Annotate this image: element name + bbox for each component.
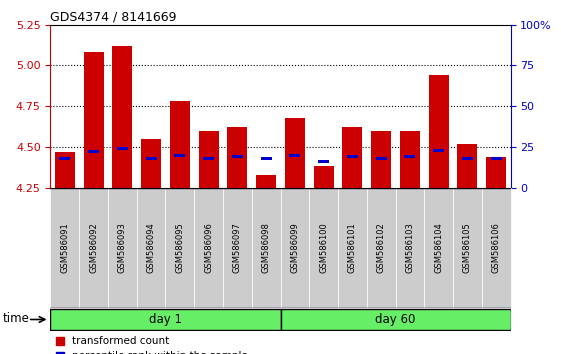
Bar <box>404 155 415 158</box>
Bar <box>199 131 219 188</box>
Bar <box>280 309 511 330</box>
Bar <box>400 131 420 188</box>
Bar <box>79 188 108 308</box>
Bar <box>146 157 157 160</box>
Text: GSM586101: GSM586101 <box>348 222 357 273</box>
Bar <box>256 175 276 188</box>
Bar <box>84 52 104 188</box>
Bar <box>194 188 223 308</box>
Bar <box>108 188 137 308</box>
Bar <box>174 154 185 157</box>
Bar <box>491 157 502 160</box>
Bar <box>289 154 300 157</box>
Bar <box>486 157 506 188</box>
Bar <box>371 131 391 188</box>
Text: GSM586102: GSM586102 <box>376 222 385 273</box>
Bar <box>424 188 453 308</box>
Bar <box>342 127 362 188</box>
Bar <box>232 155 243 158</box>
Bar <box>396 188 424 308</box>
Bar <box>117 147 128 150</box>
Text: GSM586096: GSM586096 <box>204 222 213 273</box>
Bar <box>50 309 280 330</box>
Text: GSM586095: GSM586095 <box>176 222 185 273</box>
Bar <box>318 160 329 163</box>
Text: GSM586094: GSM586094 <box>146 222 155 273</box>
Bar <box>457 144 477 188</box>
Text: GSM586098: GSM586098 <box>261 222 270 273</box>
Bar <box>453 188 482 308</box>
Bar <box>338 188 367 308</box>
Bar <box>376 157 387 160</box>
Bar <box>252 188 280 308</box>
Bar <box>141 139 161 188</box>
Text: GSM586091: GSM586091 <box>61 222 70 273</box>
Bar <box>314 166 334 188</box>
Bar <box>137 188 165 308</box>
Text: day 1: day 1 <box>149 313 182 326</box>
Bar <box>347 155 358 158</box>
Bar <box>261 157 272 160</box>
Bar <box>170 101 190 188</box>
Bar <box>462 157 473 160</box>
Text: GDS4374 / 8141669: GDS4374 / 8141669 <box>50 11 177 24</box>
Bar <box>203 157 214 160</box>
Bar <box>55 152 75 188</box>
Text: GSM586106: GSM586106 <box>491 222 500 273</box>
Bar <box>309 188 338 308</box>
Bar <box>59 157 70 160</box>
Bar <box>223 188 252 308</box>
Text: GSM586092: GSM586092 <box>89 222 98 273</box>
Text: GSM586099: GSM586099 <box>291 222 300 273</box>
Bar <box>433 149 444 152</box>
Legend: transformed count, percentile rank within the sample: transformed count, percentile rank withi… <box>56 336 248 354</box>
Bar <box>88 150 99 153</box>
Bar <box>112 46 132 188</box>
Bar <box>50 188 79 308</box>
Bar <box>280 188 309 308</box>
Text: day 60: day 60 <box>375 313 416 326</box>
Bar <box>165 188 194 308</box>
Bar <box>482 188 511 308</box>
Bar <box>367 188 396 308</box>
Text: GSM586104: GSM586104 <box>434 222 443 273</box>
Text: GSM586105: GSM586105 <box>463 222 472 273</box>
Text: GSM586097: GSM586097 <box>233 222 242 273</box>
Text: GSM586103: GSM586103 <box>406 222 415 273</box>
Text: time: time <box>2 312 29 325</box>
Bar <box>429 75 449 188</box>
Text: GSM586100: GSM586100 <box>319 222 328 273</box>
Text: GSM586093: GSM586093 <box>118 222 127 273</box>
Bar <box>285 118 305 188</box>
Bar <box>227 127 247 188</box>
